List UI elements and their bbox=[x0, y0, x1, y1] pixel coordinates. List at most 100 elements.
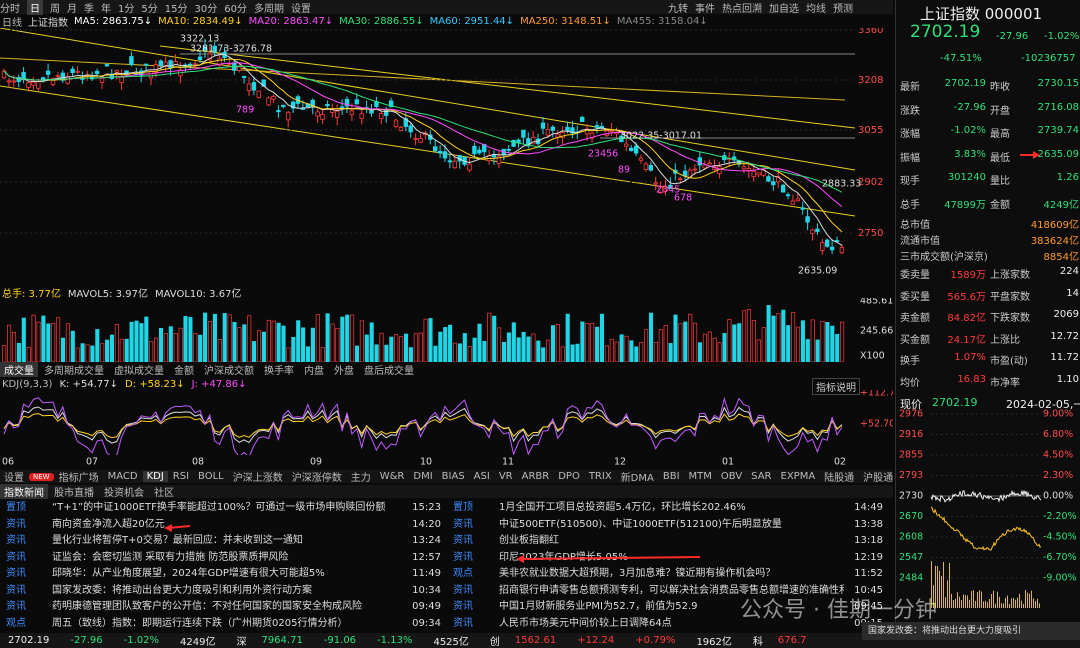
toolbar-button[interactable]: 预测 bbox=[833, 3, 853, 15]
volume-tab[interactable]: 换手率 bbox=[264, 366, 294, 377]
indicator-tab[interactable]: RSI bbox=[172, 471, 190, 482]
indicator-tab[interactable]: 主力 bbox=[350, 473, 371, 484]
volume-bar bbox=[506, 332, 511, 362]
toolbar-button[interactable]: 设置 bbox=[290, 3, 311, 15]
volume-tab[interactable]: 多周期成交量 bbox=[44, 366, 104, 377]
date-axis: 06 07 08 09 10 11 12 01 02 bbox=[2, 457, 846, 468]
volume-tab[interactable]: 成交量 bbox=[0, 362, 38, 377]
status-item: -1.13% bbox=[377, 635, 413, 646]
news-row[interactable]: 资讯 印尼2023年GDP增长5.05% 12:19 bbox=[447, 550, 887, 567]
toolbar-button[interactable]: 加自选 bbox=[769, 3, 799, 15]
volume-tab[interactable]: 盘后成交量 bbox=[364, 366, 414, 377]
toolbar-button[interactable]: 日 bbox=[27, 0, 43, 15]
indicator-tab[interactable]: 指标广场 bbox=[58, 473, 99, 484]
field-value: 2635.09 bbox=[1037, 148, 1079, 160]
indicator-tab[interactable]: DPO bbox=[558, 471, 580, 482]
news-row[interactable]: 资讯 招商银行申请零售总额预测专利，可以解决社会消费品零售总额增速的准确性和实 10… bbox=[447, 583, 887, 600]
quote-sub: -10236757 bbox=[1021, 53, 1076, 64]
news-row[interactable]: 资讯 证监会：会密切监测 采取有力措施 防范股票质押风险 12:57 bbox=[0, 550, 445, 567]
candle-body bbox=[271, 96, 276, 100]
news-row[interactable]: 资讯 南向资金净流入超20亿元 14:20 bbox=[0, 517, 445, 534]
annotation: 789 bbox=[236, 105, 254, 116]
mini-volume-bar bbox=[953, 600, 954, 608]
news-row[interactable]: 观点 周五（致线）指数：即期运行连续下跌（广州期货0205行情分析） 09:34 bbox=[0, 616, 445, 633]
news-row[interactable]: 置顶 1月全国开工项目总投资超5.4万亿，环比增长202.46% 14:49 bbox=[447, 500, 887, 517]
news-arrows bbox=[164, 524, 701, 563]
indicator-tab[interactable]: 新DMA bbox=[620, 473, 654, 484]
toolbar-button[interactable]: 均线 bbox=[806, 3, 826, 15]
indicator-tab[interactable]: ARBR bbox=[521, 471, 550, 482]
field-value: 14 bbox=[1066, 287, 1079, 299]
indicator-tab[interactable]: SAR bbox=[751, 471, 772, 482]
toolbar-button[interactable]: 15分 bbox=[164, 3, 188, 15]
indicator-tab[interactable]: 沪深涨停数 bbox=[291, 473, 342, 484]
volume-tab[interactable]: 金额 bbox=[174, 366, 194, 377]
indicator-tab[interactable]: ASI bbox=[473, 471, 490, 482]
volume-bar bbox=[237, 327, 242, 362]
indicator-tab[interactable]: 沪深上涨数 bbox=[232, 473, 283, 484]
indicator-tab[interactable]: VR bbox=[498, 471, 513, 482]
news-row[interactable]: 资讯 中证500ETF(510500)、中证1000ETF(512100)午后明显… bbox=[447, 517, 887, 534]
toolbar-button[interactable]: 九转 bbox=[668, 3, 688, 15]
toolbar-button[interactable]: 1分 bbox=[118, 3, 135, 15]
indicator-tab[interactable]: W&R bbox=[379, 471, 405, 482]
indicator-help[interactable]: 指标说明 bbox=[812, 378, 860, 395]
popup[interactable]: 国家发改委：将推动出台更大力度吸引 bbox=[862, 622, 1080, 640]
indicator-tab[interactable]: KDJ bbox=[142, 471, 168, 482]
mini-left-label: 2608 bbox=[899, 532, 923, 543]
indicator-tab[interactable]: 设置 bbox=[4, 473, 24, 484]
indicator-tab[interactable]: 沪股通 bbox=[863, 473, 894, 484]
mini-volume-bar bbox=[949, 562, 950, 608]
indicator-tab[interactable]: BIAS bbox=[441, 471, 465, 482]
volume-bar bbox=[256, 330, 262, 362]
news-row[interactable]: 资讯 中国1月财新服务业PMI为52.7，前值为52.9 09:45 bbox=[447, 599, 887, 616]
toolbar-button[interactable]: 月 bbox=[67, 3, 77, 15]
news-tab[interactable]: 指数新闻 bbox=[0, 484, 48, 499]
candle-body bbox=[653, 182, 658, 185]
news-row[interactable]: 资讯 邱晓华：从产业角度展望，2024年GDP增速有很大可能超5% 11:49 bbox=[0, 566, 445, 583]
indicator-tab[interactable]: MTM bbox=[688, 471, 712, 482]
news-tab[interactable]: 投资机会 bbox=[104, 488, 144, 499]
channel-line bbox=[0, 57, 846, 101]
indicator-tab[interactable]: MACD bbox=[107, 471, 138, 482]
toolbar-button[interactable]: 30分 bbox=[194, 3, 218, 15]
volume-tab[interactable]: 外盘 bbox=[334, 366, 354, 377]
news-row[interactable]: 资讯 创业板指翻红 13:18 bbox=[447, 533, 887, 550]
quote-panel: 上证指数 000001 2702.19 -27.96 -1.02% -47.51% -10… bbox=[895, 0, 1080, 632]
indicator-tab[interactable]: BBI bbox=[662, 471, 680, 482]
toolbar-button[interactable]: 分时 bbox=[0, 3, 20, 15]
toolbar-button[interactable]: 周 bbox=[50, 3, 60, 15]
indicator-tab[interactable]: TRIX bbox=[588, 471, 612, 482]
indicator-tab[interactable]: NEW bbox=[29, 472, 54, 481]
toolbar-button[interactable]: 60分 bbox=[224, 3, 247, 15]
volume-tab[interactable]: 沪深成交额 bbox=[204, 366, 254, 377]
news-row[interactable]: 资讯 国家发改委：将推动出台更大力度吸引和利用外资行动方案 10:34 bbox=[0, 583, 445, 600]
volume-bar bbox=[644, 329, 649, 362]
toolbar-button[interactable]: 年 bbox=[101, 3, 111, 15]
news-tab[interactable]: 股市直播 bbox=[54, 488, 94, 499]
toolbar-button[interactable]: 季 bbox=[84, 3, 94, 15]
toolbar-button[interactable]: 事件 bbox=[695, 3, 715, 15]
toolbar-button[interactable]: 5分 bbox=[141, 3, 158, 15]
indicator-tab[interactable]: DMI bbox=[413, 471, 433, 482]
field-label: 量比 bbox=[990, 176, 1010, 187]
news-row[interactable]: 观点 美非农就业数据大超预期，3月加息难？镍近期有操作机会吗？ 11:52 bbox=[447, 566, 887, 583]
volume-tab[interactable]: 内盘 bbox=[304, 366, 324, 377]
indicator-tab[interactable]: EXPMA bbox=[780, 471, 816, 482]
arrow-head bbox=[1033, 151, 1040, 159]
volume-tab[interactable]: 虚拟成交量 bbox=[114, 366, 164, 377]
news-tab[interactable]: 社区 bbox=[154, 488, 174, 499]
indicator-tab[interactable]: BOLL bbox=[198, 471, 224, 482]
toolbar-button[interactable]: 热点回溯 bbox=[722, 3, 762, 15]
news-row[interactable]: 资讯 药明康德管理团队致客户的公开信：不对任何国家的国家安全构成风险 09:49 bbox=[0, 599, 445, 616]
indicator-tab[interactable]: 陆股通 bbox=[824, 473, 855, 484]
volume-bar bbox=[105, 339, 110, 362]
candle-body bbox=[281, 104, 286, 107]
news-row[interactable]: 资讯 量化行业将暂停T+0交易？最新回应：并未收到这一通知 13:24 bbox=[0, 533, 445, 550]
indicator-tab[interactable]: OBV bbox=[720, 471, 743, 482]
field-label: 市净率 bbox=[990, 377, 1020, 389]
news-row[interactable]: 置顶 “T+1”的中证1000ETF换手率能超过100%？可通过一级市场申购赎回份… bbox=[0, 500, 445, 517]
toolbar-button[interactable]: 多周期 bbox=[253, 3, 284, 15]
mini-volume-bar bbox=[969, 599, 970, 608]
mini-volume-bar bbox=[973, 590, 974, 608]
